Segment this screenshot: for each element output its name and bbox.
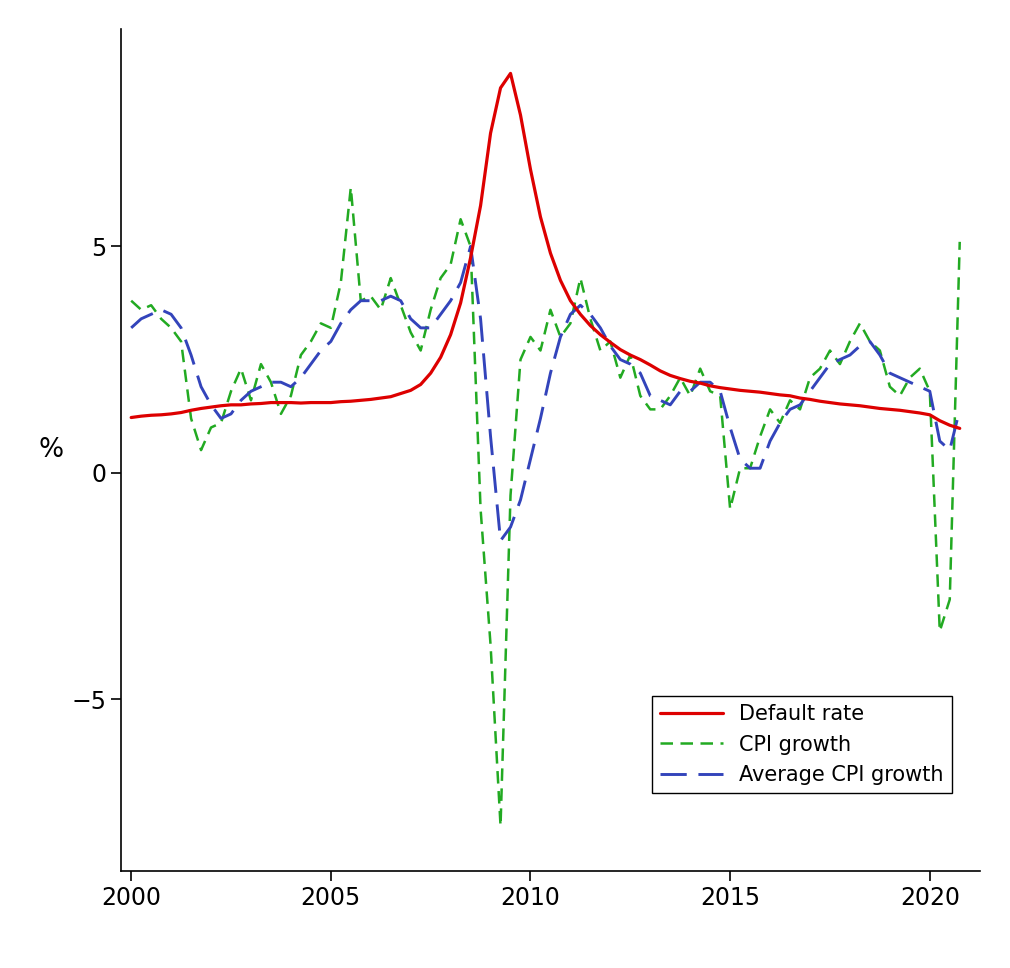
Average CPI growth: [953, 404, 966, 415]
Average CPI growth: [774, 417, 786, 429]
Default rate: [175, 407, 187, 418]
CPI growth: [514, 353, 526, 365]
CPI growth: [495, 820, 507, 832]
Average CPI growth: [554, 331, 567, 343]
CPI growth: [135, 304, 147, 316]
Average CPI growth: [465, 241, 477, 253]
Line: Average CPI growth: Average CPI growth: [131, 247, 960, 541]
Legend: Default rate, CPI growth, Average CPI growth: Default rate, CPI growth, Average CPI gr…: [651, 696, 952, 794]
Average CPI growth: [814, 372, 826, 383]
Default rate: [125, 411, 137, 423]
Default rate: [504, 68, 516, 79]
Average CPI growth: [514, 494, 526, 505]
Y-axis label: %: %: [38, 438, 64, 463]
Default rate: [544, 248, 557, 259]
CPI growth: [125, 295, 137, 307]
Average CPI growth: [135, 313, 147, 324]
Average CPI growth: [125, 322, 137, 334]
CPI growth: [774, 417, 786, 429]
Line: Default rate: Default rate: [131, 74, 960, 429]
CPI growth: [175, 336, 187, 348]
Average CPI growth: [495, 535, 507, 547]
Default rate: [135, 410, 147, 422]
Average CPI growth: [175, 322, 187, 334]
Default rate: [495, 82, 507, 94]
CPI growth: [554, 331, 567, 343]
Line: CPI growth: CPI growth: [131, 188, 960, 826]
CPI growth: [953, 236, 966, 248]
Default rate: [953, 423, 966, 435]
Default rate: [804, 394, 816, 406]
Default rate: [764, 388, 776, 400]
CPI growth: [344, 182, 357, 194]
CPI growth: [814, 363, 826, 375]
